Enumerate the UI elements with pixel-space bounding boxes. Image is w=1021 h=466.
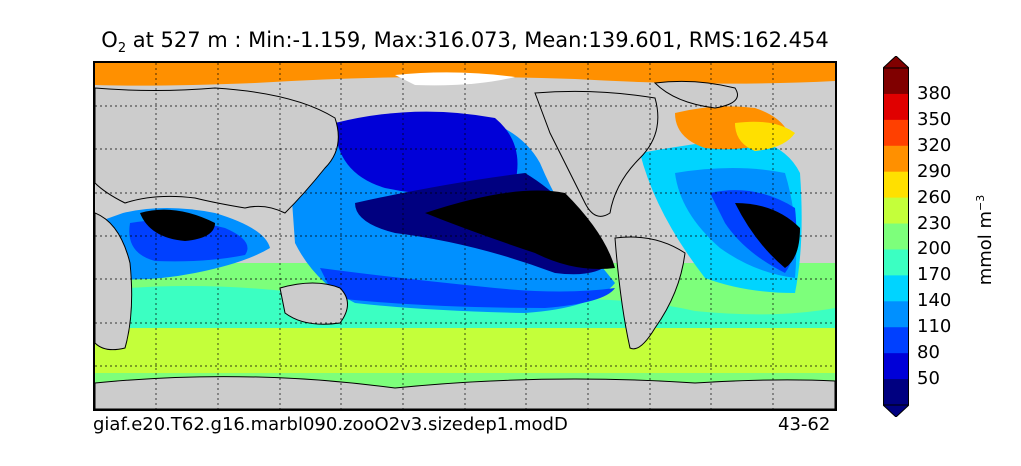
- colorbar-min-arrow: [883, 404, 909, 417]
- colorbar-segment: [883, 93, 909, 121]
- atlantic-omz: [735, 203, 800, 268]
- colorbar-segment: [883, 275, 909, 302]
- colorbar-tick-label: 110: [917, 316, 952, 338]
- colorbar-segment: [883, 379, 909, 406]
- north-pacific-low: [335, 111, 518, 195]
- unit-exponent: −3: [974, 194, 987, 211]
- colorbar-max-arrow: [883, 56, 909, 69]
- colorbar-segment: [883, 171, 909, 199]
- colorbar-tick-label: 200: [917, 238, 952, 260]
- colorbar: [883, 56, 909, 417]
- colorbar-border: [883, 67, 909, 406]
- colorbar-segment: [883, 353, 909, 380]
- title-species: O: [101, 28, 118, 52]
- arctic-missing: [395, 72, 515, 86]
- colorbar-tick-label: 140: [917, 290, 952, 312]
- south-america-land: [614, 236, 686, 350]
- north-america-land: [534, 90, 659, 217]
- title-species-subscript: 2: [117, 41, 127, 57]
- colorbar-segment: [883, 197, 909, 225]
- south-pacific-low: [320, 268, 615, 308]
- colorbar-unit: mmol m−3: [974, 195, 996, 286]
- colorbar-tick-label: 80: [917, 342, 940, 364]
- year-range: 43-62: [778, 414, 831, 435]
- unit-main: mmol m: [975, 210, 996, 286]
- colorbar-segment: [883, 68, 909, 95]
- greenland-land: [653, 80, 738, 109]
- north-atlantic-high: [735, 121, 795, 151]
- map-canvas: [95, 63, 835, 409]
- graticule: [95, 63, 835, 409]
- australia-land: [279, 282, 348, 325]
- colorbar-tick-label: 230: [917, 212, 952, 234]
- title-statistics: at 527 m : Min:-1.159, Max:316.073, Mean…: [126, 28, 829, 52]
- colorbar-segment: [883, 301, 909, 328]
- colorbar-tick-label: 170: [917, 264, 952, 286]
- eurasia-land: [95, 87, 339, 214]
- colorbar-segment: [883, 145, 909, 173]
- colorbar-tick-label: 320: [917, 134, 952, 156]
- colorbar-tick-label: 50: [917, 368, 940, 390]
- colorbar-tick-label: 260: [917, 186, 952, 208]
- case-name: giaf.e20.T62.g16.marbl090.zooO2v3.sizede…: [93, 414, 568, 435]
- africa-land: [95, 212, 133, 351]
- plot-title: O2 at 527 m : Min:-1.159, Max:316.073, M…: [0, 28, 930, 56]
- colorbar-tick-label: 350: [917, 108, 952, 130]
- colorbar-segment: [883, 249, 909, 276]
- colorbar-segments: [883, 68, 909, 406]
- colorbar-segment: [883, 119, 909, 147]
- arabian-sea-omz: [140, 209, 215, 241]
- colorbar-tick-label: 290: [917, 160, 952, 182]
- eastern-pacific-omz: [425, 190, 615, 269]
- ocean-map: [93, 61, 837, 411]
- colorbar-tick-label: 380: [917, 82, 952, 104]
- colorbar-segment: [883, 223, 909, 250]
- colorbar-segment: [883, 327, 909, 354]
